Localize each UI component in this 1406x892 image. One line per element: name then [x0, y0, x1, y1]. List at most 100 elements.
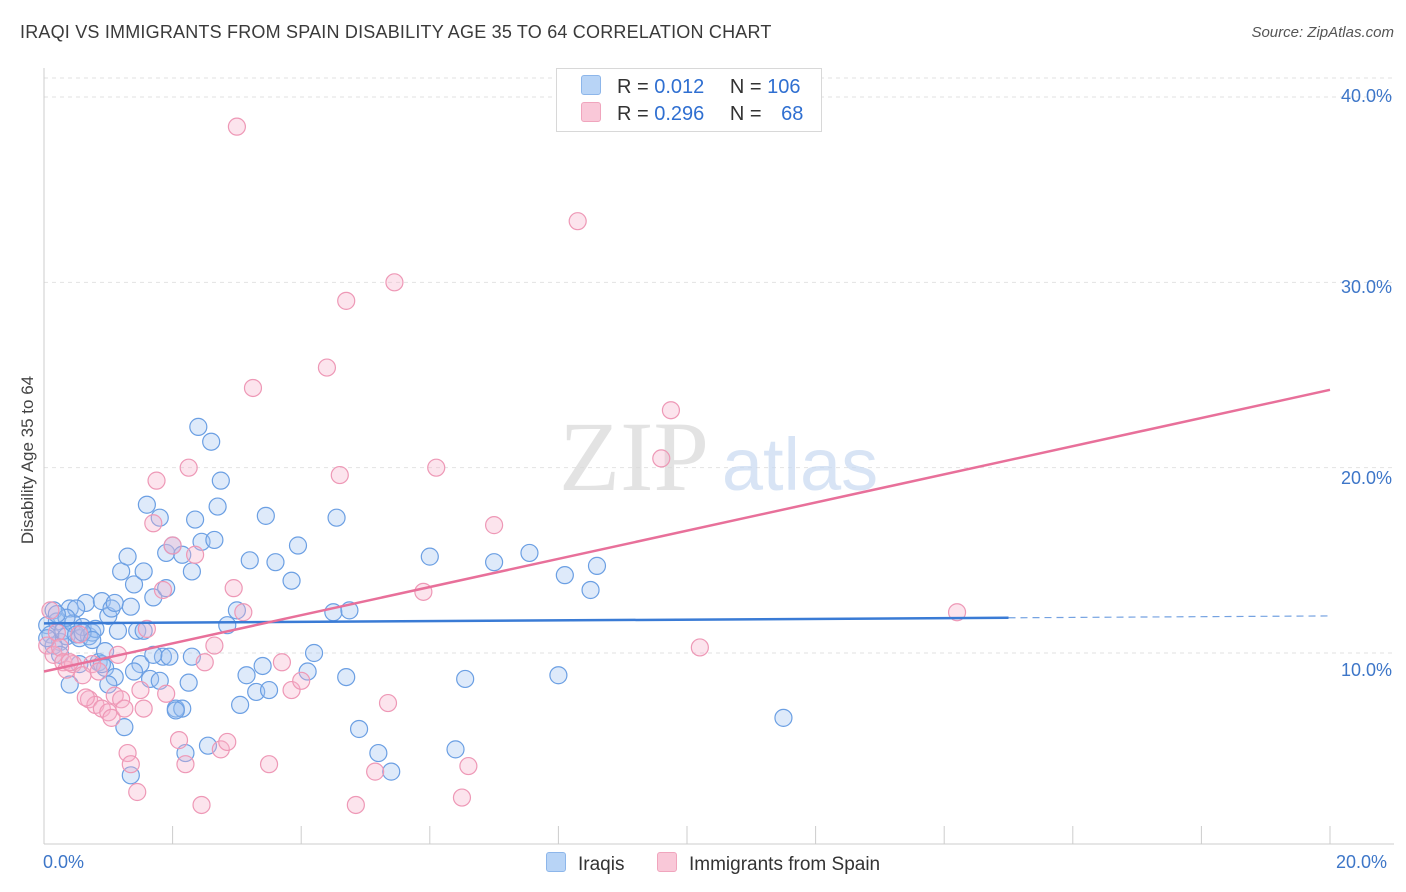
legend-n-label: N = [729, 103, 762, 125]
bottom-legend-label-spain: Immigrants from Spain [689, 854, 881, 875]
spain-point [218, 732, 237, 752]
iraqis-point [182, 562, 201, 581]
spain-point [144, 514, 163, 533]
spain-point [459, 756, 478, 776]
iraqis-point [369, 743, 388, 763]
spain-point [186, 545, 205, 564]
spain-point [128, 782, 147, 802]
watermark: ZIP atlas [559, 401, 878, 512]
legend-swatch-pink [581, 102, 601, 122]
legend-r-label: R = [617, 103, 649, 125]
iraqis-point [282, 571, 301, 590]
bottom-legend-swatch-blue [546, 852, 566, 872]
iraqis-point [157, 579, 176, 598]
iraqis-point [102, 599, 121, 618]
legend-n-value-iraqis: 106 [767, 76, 801, 98]
spain-point [661, 401, 681, 420]
iraqis-point [237, 666, 256, 685]
iraqis-point [99, 675, 118, 694]
spain-point [568, 212, 587, 231]
spain-point [134, 699, 153, 718]
iraqis-point [240, 551, 259, 570]
iraqis-point [555, 566, 574, 585]
spain-point [76, 688, 95, 707]
y-tick-label-40: 40.0% [1340, 86, 1392, 106]
legend-swatch-blue [581, 75, 601, 95]
spain-point [690, 638, 709, 657]
spain-point [227, 117, 246, 136]
iraqis-point [121, 597, 140, 616]
iraqis-point [337, 667, 356, 687]
y-tick-label-20: 20.0% [1340, 468, 1392, 488]
spain-point [243, 378, 263, 398]
spain-point [947, 603, 967, 622]
spain-point [169, 731, 189, 750]
spain-point [259, 755, 279, 774]
bottom-legend-iraqis: Iraqis [546, 852, 624, 876]
iraqis-point [179, 673, 198, 692]
legend-row-iraqis: R = 0.012 N = 106 [581, 75, 801, 99]
iraqis-point [189, 417, 208, 436]
spain-point [427, 458, 446, 477]
iraqis-point [581, 580, 600, 600]
bottom-legend-swatch-pink [657, 852, 677, 872]
iraqis-point [108, 621, 128, 640]
iraqis-point [298, 662, 317, 681]
spain-point [102, 708, 121, 727]
iraqis-point [166, 701, 185, 720]
spain-point [385, 273, 404, 292]
spain-point [378, 693, 398, 713]
iraqis-point [227, 601, 246, 620]
bottom-legend-spain: Immigrants from Spain [657, 852, 880, 876]
legend-n-label: N = [729, 76, 762, 98]
iraqis-point [173, 699, 192, 718]
iraqis-point [420, 547, 439, 566]
iraqis-point [259, 680, 279, 700]
iraqis-point [327, 508, 346, 527]
spain-point [211, 740, 230, 759]
iraqis-point [115, 718, 134, 737]
spain-point [205, 636, 224, 655]
iraqis-point [211, 471, 230, 490]
spain-point [157, 684, 176, 703]
chart-title: IRAQI VS IMMIGRANTS FROM SPAIN DISABILIT… [20, 22, 772, 42]
spain-point [224, 579, 243, 598]
spain-point [234, 603, 253, 622]
spain-point [282, 680, 301, 700]
spain-trend-line [43, 388, 1331, 673]
watermark-atlas: atlas [722, 423, 878, 506]
iraqis-point [186, 510, 205, 529]
iraqis-point [253, 656, 272, 676]
iraqis-point [205, 530, 224, 550]
iraqis-point [105, 667, 124, 687]
spain-point [176, 755, 195, 774]
iraqis-point [60, 675, 79, 694]
spain-point [652, 449, 671, 468]
iraqis-point [137, 495, 156, 514]
iraqis-point [67, 599, 86, 618]
y-tick-label-10: 10.0% [1340, 660, 1392, 680]
iraqis-point [456, 669, 475, 689]
iraqis-point [587, 556, 607, 575]
legend-r-value-iraqis: 0.012 [654, 76, 705, 98]
spain-point [330, 465, 349, 485]
iraqis-point [76, 593, 95, 613]
bottom-legend-label-iraqis: Iraqis [578, 854, 625, 875]
iraqis-point [208, 497, 227, 516]
legend-r-label: R = [617, 76, 649, 98]
stats-legend: R = 0.012 N = 106 R = 0.296 N = 68 [556, 68, 822, 132]
spain-point [272, 653, 292, 672]
x-tick-label-min: 0.0% [43, 852, 85, 872]
spain-point [195, 653, 214, 672]
iraqis-point [774, 708, 793, 727]
spain-point [44, 645, 63, 664]
spain-point [47, 623, 66, 642]
spain-point [292, 671, 311, 690]
iraqis-trend-extension [1008, 615, 1331, 619]
spain-point [179, 458, 198, 477]
spain-point [115, 699, 134, 718]
spain-point [163, 536, 182, 555]
spain-point [137, 619, 156, 639]
x-tick-label-max: 20.0% [1336, 852, 1388, 872]
